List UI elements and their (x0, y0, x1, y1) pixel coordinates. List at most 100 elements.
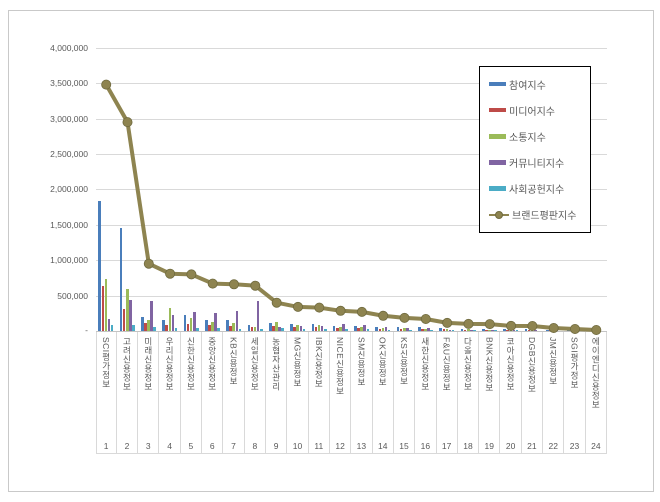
category-cell: 중앙신용정보 6 (202, 332, 224, 453)
y-tick-label: 500,000 (57, 290, 88, 301)
category-label: SCI평가정보 (101, 337, 112, 389)
bar (256, 301, 260, 331)
category-cell: F&U신용정보 17 (437, 332, 458, 453)
category-label: 농협자산관리 (271, 337, 282, 391)
bar (387, 329, 391, 331)
category-cell: 우리신용정보 4 (159, 332, 181, 453)
gridline (95, 260, 607, 262)
gridline (95, 47, 607, 49)
bar (473, 330, 476, 331)
category-label: F&U신용정보 (441, 337, 452, 392)
category-cell: SGI평가정보 23 (564, 332, 586, 453)
y-tick-label: 3,500,000 (50, 78, 88, 89)
category-label: SGI평가정보 (569, 337, 580, 390)
category-cell: 세일신용정보 8 (245, 332, 266, 453)
legend-label: 브랜드평판지수 (512, 211, 577, 223)
category-rank: 11 (314, 441, 324, 451)
bar (515, 330, 519, 331)
axis-table-bottom-line (95, 453, 607, 454)
category-rank: 8 (252, 441, 258, 451)
category-cell: 미래신용정보 3 (138, 332, 160, 453)
category-rank: 3 (145, 441, 151, 451)
category-cell: SM신용정보 13 (351, 332, 373, 453)
category-rank: 9 (273, 441, 279, 451)
category-label: IBK신용정보 (313, 337, 324, 389)
category-cell: IBK신용정보 11 (309, 332, 330, 453)
bar (366, 329, 370, 331)
community-swatch-icon (489, 160, 506, 165)
media-swatch-icon (489, 107, 506, 113)
category-cell: 에이엔디신용정보 24 (586, 332, 607, 453)
y-tick-label: 2,500,000 (50, 149, 88, 159)
category-cell: 다올신용정보 18 (458, 332, 480, 453)
y-tick-label: 2,000,000 (50, 184, 88, 195)
y-zero-label: - (85, 325, 88, 335)
category-label: BNK신용정보 (484, 337, 495, 392)
participation-swatch-icon (489, 81, 506, 87)
category-label: MG신용정보 (292, 337, 303, 388)
legend-item-community: 커뮤니티지수 (489, 155, 590, 171)
bar (451, 330, 455, 331)
y-tick-label: 1,000,000 (50, 255, 88, 266)
category-rank: 4 (167, 441, 172, 451)
brand-index-line-marker-icon (489, 210, 509, 219)
category-cell: JM신용정보 22 (543, 332, 565, 453)
legend-label: 참여지수 (509, 80, 546, 92)
category-cell: NICE신용정보 12 (330, 332, 352, 453)
bar (132, 324, 135, 331)
category-cell: MG신용정보 10 (287, 332, 309, 453)
category-label: OK신용정보 (377, 337, 388, 387)
category-rank: 21 (527, 441, 537, 451)
bar (555, 330, 558, 331)
bar (217, 328, 220, 331)
y-tick-label: 3,000,000 (50, 113, 88, 124)
social-swatch-icon (489, 186, 506, 191)
bar (98, 201, 101, 331)
legend-item-participation: 참여지수 (489, 76, 590, 92)
category-label: 다올신용정보 (462, 337, 473, 391)
category-rank: 17 (441, 441, 452, 451)
category-label: 신한신용정보 (185, 337, 196, 391)
category-rank: 6 (209, 441, 215, 451)
category-cell: OK신용정보 14 (373, 332, 394, 453)
category-rank: 16 (420, 441, 431, 451)
category-rank: 5 (188, 441, 194, 451)
bar (110, 324, 114, 331)
category-rank: 7 (231, 441, 236, 451)
category-rank: 13 (356, 441, 367, 451)
chart-legend: 참여지수 미디어지수 소통지수 커뮤니티지수 사회공헌지수 브랜드평판지수 (479, 66, 591, 233)
bar (281, 328, 284, 331)
category-cell: 코아신용정보 20 (500, 332, 522, 453)
bar (101, 285, 105, 331)
category-rank: 12 (335, 441, 345, 451)
bar (567, 330, 570, 331)
bar (345, 329, 348, 331)
bar (174, 328, 178, 331)
category-rank: 18 (463, 441, 473, 451)
category-rank: 23 (569, 441, 580, 451)
communication-swatch-icon (489, 134, 506, 139)
legend-item-brand-index: 브랜드평판지수 (489, 207, 590, 223)
category-cell: BNK신용정보 19 (479, 332, 501, 453)
category-cell: SCI평가정보 1 (95, 332, 117, 453)
category-cell: 새한신용정보 16 (415, 332, 437, 453)
category-rank: 1 (103, 441, 109, 451)
category-label: DGB신용정보 (526, 337, 537, 393)
bar (238, 328, 242, 331)
bar (153, 327, 157, 331)
category-label: KS신용정보 (399, 337, 410, 386)
category-rank: 14 (377, 441, 388, 451)
legend-label: 미디어지수 (509, 106, 555, 118)
category-label: 미래신용정보 (143, 337, 154, 391)
category-rank: 10 (292, 441, 303, 451)
category-label: 에이엔디신용정보 (590, 337, 601, 409)
category-rank: 20 (505, 441, 516, 451)
category-rank: 2 (124, 441, 130, 451)
category-rank: 15 (399, 441, 409, 451)
category-label: 새한신용정보 (420, 337, 431, 391)
category-label: 우리신용정보 (164, 337, 175, 391)
category-label: 중앙신용정보 (207, 337, 218, 391)
bar (430, 329, 434, 331)
category-rank: 19 (484, 441, 495, 451)
